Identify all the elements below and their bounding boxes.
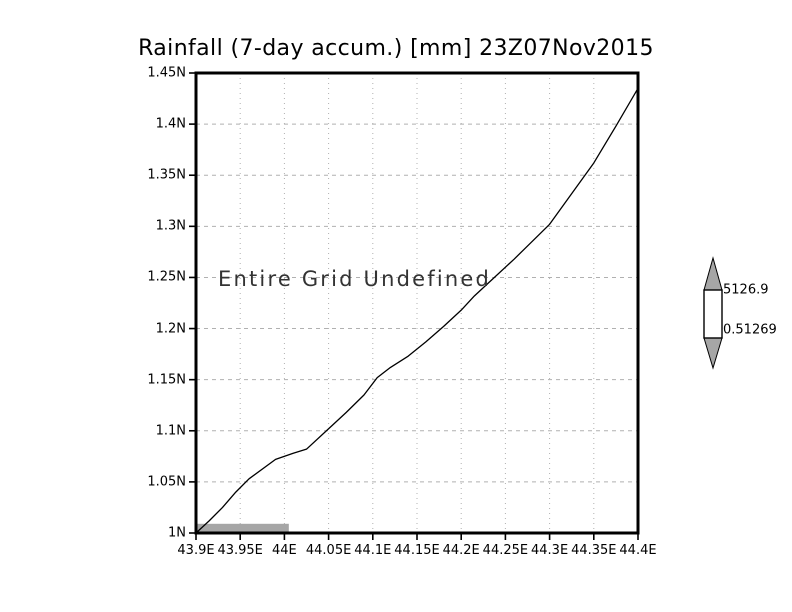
x-tick-label: 44.1E xyxy=(354,543,392,558)
y-tick-label: 1.35N xyxy=(147,167,186,183)
y-tick-label: 1.3N xyxy=(155,218,186,234)
x-tick-label: 44.3E xyxy=(531,543,569,558)
y-tick-label: 1.45N xyxy=(147,65,186,81)
y-tick-label: 1N xyxy=(168,525,186,541)
y-tick-label: 1.15N xyxy=(147,372,186,388)
y-tick-label: 1.2N xyxy=(155,321,186,337)
y-tick-label: 1.25N xyxy=(147,269,186,285)
colorbar-max-label: 5126.9 xyxy=(723,282,769,298)
x-tick-label: 44.2E xyxy=(442,543,480,558)
x-tick-label: 44.15E xyxy=(394,543,440,558)
undefined-grid-message: Entire Grid Undefined xyxy=(218,267,492,291)
x-tick-label: 44E xyxy=(272,543,297,558)
x-tick-label: 44.25E xyxy=(482,543,529,558)
x-tick-label: 44.05E xyxy=(305,543,352,558)
x-tick-label: 44.35E xyxy=(571,543,617,558)
shaded-band xyxy=(196,523,289,533)
y-tick-label: 1.4N xyxy=(155,116,186,132)
x-tick-label: 44.4E xyxy=(619,543,657,558)
y-tick-label: 1.1N xyxy=(155,423,186,439)
x-tick-label: 43.9E xyxy=(177,543,215,558)
colorbar-min-label: 0.51269 xyxy=(723,322,777,338)
grid-lines xyxy=(196,73,638,533)
data-line xyxy=(195,87,639,534)
colorbar xyxy=(703,256,723,370)
x-tick-label: 43.95E xyxy=(217,543,263,558)
y-tick-label: 1.05N xyxy=(147,474,186,490)
axis-ticks xyxy=(189,72,639,540)
page-title: Rainfall (7-day accum.) [mm] 23Z07Nov201… xyxy=(138,36,654,61)
